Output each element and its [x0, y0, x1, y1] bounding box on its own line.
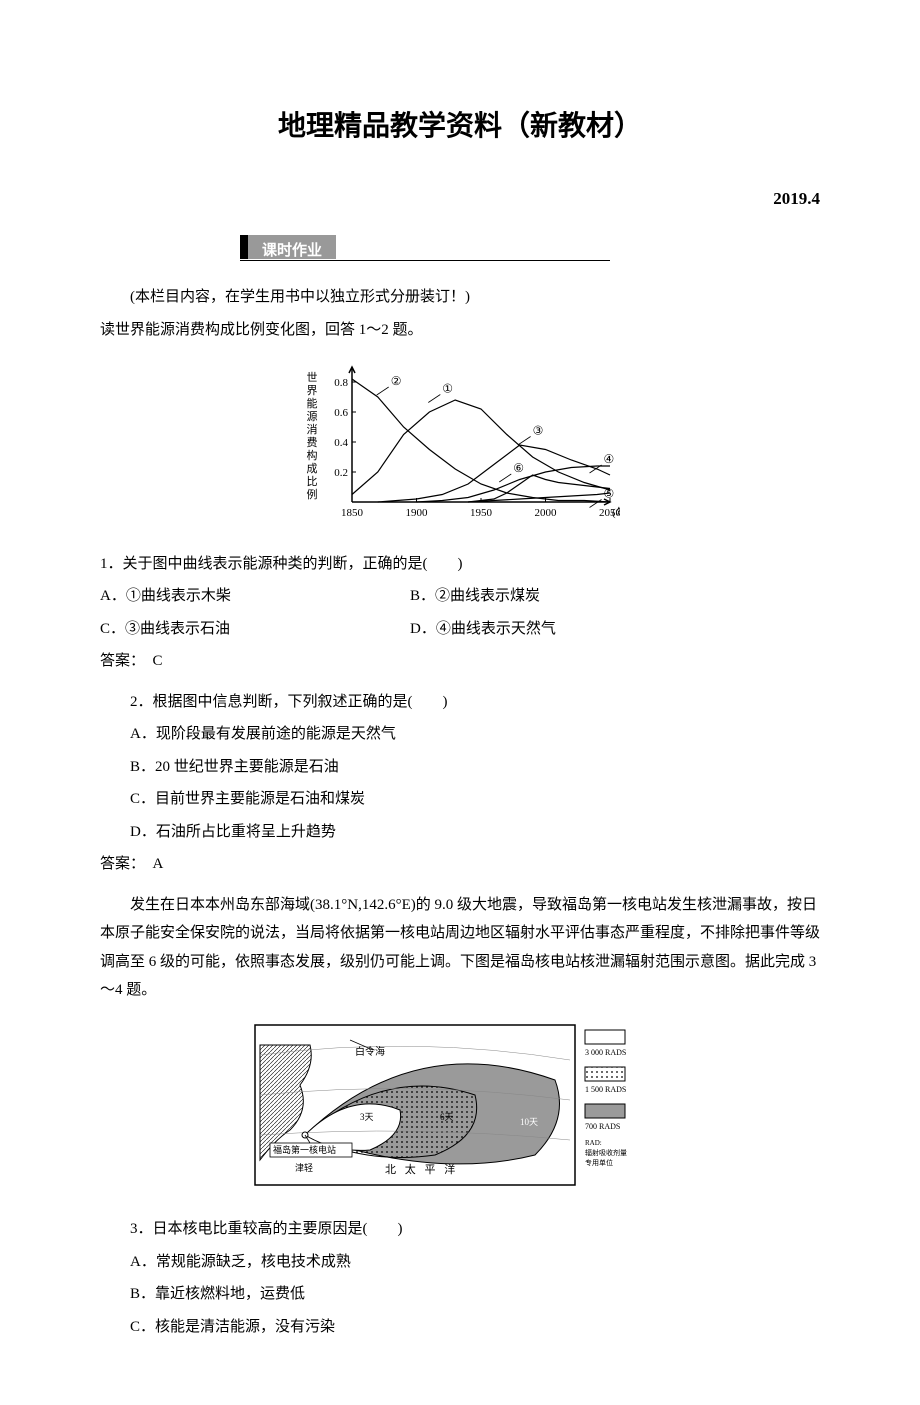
svg-text:3天: 3天: [360, 1112, 374, 1122]
svg-text:比: 比: [307, 475, 318, 488]
q1-option-a: A．①曲线表示木柴: [100, 582, 410, 611]
intro-text-1: (本栏目内容，在学生用书中以独立形式分册装订！): [100, 283, 820, 312]
svg-text:①: ①: [442, 382, 453, 396]
svg-text:3 000 RADS: 3 000 RADS: [585, 1048, 626, 1057]
q2-option-a: A．现阶段最有发展前途的能源是天然气: [100, 720, 820, 749]
svg-text:1 500 RADS: 1 500 RADS: [585, 1085, 626, 1094]
svg-text:RAD:: RAD:: [585, 1139, 602, 1147]
svg-text:北 太 平 洋: 北 太 平 洋: [385, 1162, 458, 1176]
svg-text:福岛第一核电站: 福岛第一核电站: [273, 1144, 336, 1155]
svg-text:1950: 1950: [470, 507, 493, 519]
section-banner-label: 课时作业: [248, 235, 336, 259]
svg-text:②: ②: [391, 374, 402, 388]
intro-text-2: 读世界能源消费构成比例变化图，回答 1～2 题。: [100, 316, 820, 345]
q2-option-d: D．石油所占比重将呈上升趋势: [100, 818, 820, 847]
svg-text:源: 源: [307, 409, 318, 423]
svg-text:成: 成: [307, 462, 318, 475]
svg-text:1900: 1900: [406, 507, 429, 519]
answer-value: A: [153, 856, 164, 872]
q1-option-c: C．③曲线表示石油: [100, 615, 410, 644]
svg-text:0.8: 0.8: [334, 377, 348, 389]
q2-option-c: C．目前世界主要能源是石油和煤炭: [100, 785, 820, 814]
svg-text:1850: 1850: [341, 507, 364, 519]
svg-text:10天: 10天: [520, 1117, 538, 1127]
answer-label: 答案：: [100, 653, 138, 669]
q1-stem: 1．关于图中曲线表示能源种类的判断，正确的是( ): [100, 550, 820, 579]
q3-option-b: B．靠近核燃料地，运费低: [100, 1280, 820, 1309]
svg-text:构: 构: [307, 448, 318, 462]
q3-stem: 3．日本核电比重较高的主要原因是( ): [100, 1215, 820, 1244]
section-banner: 课时作业: [240, 235, 610, 263]
svg-text:费: 费: [307, 436, 318, 449]
radiation-map: 福岛第一核电站津轻 北 太 平 洋 白令海 3天 6天 10天 3 000 RADS 1 50…: [100, 1020, 820, 1201]
svg-text:辐射吸收剂量: 辐射吸收剂量: [585, 1148, 627, 1157]
svg-text:2000: 2000: [535, 507, 558, 519]
answer-label: 答案：: [100, 856, 138, 872]
svg-text:⑥: ⑥: [513, 461, 524, 475]
svg-text:(年): (年): [612, 505, 620, 519]
answer-value: C: [153, 653, 163, 669]
q2-option-b: B．20 世纪世界主要能源是石油: [100, 753, 820, 782]
svg-text:0.2: 0.2: [334, 467, 348, 479]
svg-text:0.6: 0.6: [334, 407, 348, 419]
q1-options-row1: A．①曲线表示木柴 B．②曲线表示煤炭: [100, 582, 820, 611]
svg-text:6天: 6天: [440, 1112, 454, 1122]
q2-stem: 2．根据图中信息判断，下列叙述正确的是( ): [100, 688, 820, 717]
q1-answer: 答案： C: [100, 647, 820, 676]
svg-text:能: 能: [307, 396, 318, 410]
svg-text:例: 例: [307, 487, 318, 501]
svg-text:世: 世: [307, 371, 318, 384]
svg-text:津轻: 津轻: [295, 1162, 313, 1173]
svg-text:白令海: 白令海: [355, 1045, 385, 1058]
svg-text:消: 消: [307, 422, 318, 436]
svg-text:⑤: ⑤: [604, 487, 615, 501]
svg-text:0.4: 0.4: [334, 437, 348, 449]
svg-text:界: 界: [307, 384, 318, 397]
page-title: 地理精品教学资料（新教材）: [100, 100, 820, 153]
q1-option-b: B．②曲线表示煤炭: [410, 582, 820, 611]
svg-text:④: ④: [604, 452, 615, 466]
passage-2: 发生在日本本州岛东部海域(38.1°N,142.6°E)的 9.0 级大地震，导…: [100, 891, 820, 1005]
svg-text:专用单位: 专用单位: [585, 1158, 613, 1167]
energy-chart: 0.20.40.60.818501900195020002050(年)世界能源消…: [100, 359, 820, 535]
svg-text:700 RADS: 700 RADS: [585, 1122, 620, 1131]
q3-option-c: C．核能是清洁能源，没有污染: [100, 1313, 820, 1342]
q2-answer: 答案： A: [100, 850, 820, 879]
q1-option-d: D．④曲线表示天然气: [410, 615, 820, 644]
svg-text:③: ③: [533, 424, 544, 438]
q3-option-a: A．常规能源缺乏，核电技术成熟: [100, 1248, 820, 1277]
q1-options-row2: C．③曲线表示石油 D．④曲线表示天然气: [100, 615, 820, 644]
date: 2019.4: [100, 183, 820, 215]
